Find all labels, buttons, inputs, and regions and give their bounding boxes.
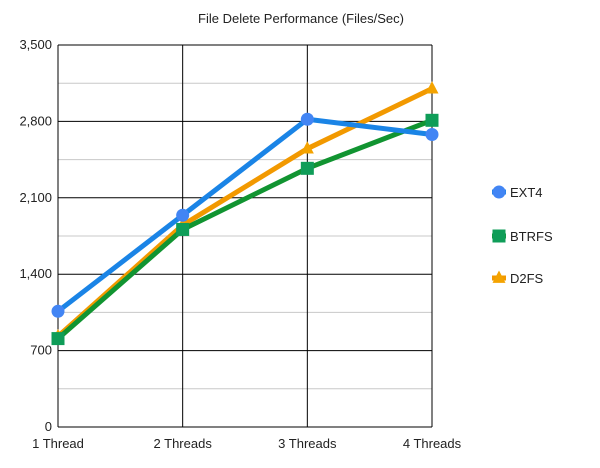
legend-item-btrfs: BTRFS xyxy=(492,229,553,244)
data-point-ext4 xyxy=(176,208,190,222)
data-point-btrfs xyxy=(425,113,439,127)
legend-label: D2FS xyxy=(510,271,544,286)
axes: 0 700 1,400 2,100 2,800 3,500 1 Thread 2 Thread… xyxy=(19,37,461,451)
data-point-ext4 xyxy=(425,127,439,141)
legend-marker xyxy=(492,229,506,243)
x-tick-label: 2 Threads xyxy=(154,436,213,451)
y-tick-label: 3,500 xyxy=(19,37,52,52)
legend: EXT4 BTRFS D2FS xyxy=(492,185,553,286)
x-tick-label: 4 Threads xyxy=(403,436,462,451)
data-point-btrfs xyxy=(51,332,65,346)
x-tick-label: 1 Thread xyxy=(32,436,84,451)
legend-marker xyxy=(492,185,506,199)
chart-title: File Delete Performance (Files/Sec) xyxy=(198,11,404,26)
legend-item-ext4: EXT4 xyxy=(492,185,543,200)
series-line-btrfs xyxy=(55,117,435,342)
data-point-ext4 xyxy=(51,304,65,318)
y-tick-label: 1,400 xyxy=(19,266,52,281)
series-line-ext4 xyxy=(55,116,435,314)
series-layer xyxy=(51,81,439,346)
data-point-btrfs xyxy=(300,161,314,175)
legend-label: EXT4 xyxy=(510,185,543,200)
y-tick-label: 2,100 xyxy=(19,190,52,205)
legend-marker xyxy=(492,270,506,283)
legend-item-d2fs: D2FS xyxy=(492,270,544,286)
data-point-btrfs xyxy=(176,222,190,236)
data-point-ext4 xyxy=(300,112,314,126)
data-point-d2fs xyxy=(300,141,314,154)
y-tick-label: 2,800 xyxy=(19,113,52,128)
data-point-d2fs xyxy=(425,81,439,94)
grid xyxy=(57,44,433,428)
y-tick-label: 0 xyxy=(45,419,52,434)
y-tick-label: 700 xyxy=(30,343,52,358)
legend-label: BTRFS xyxy=(510,229,553,244)
x-tick-label: 3 Threads xyxy=(278,436,337,451)
